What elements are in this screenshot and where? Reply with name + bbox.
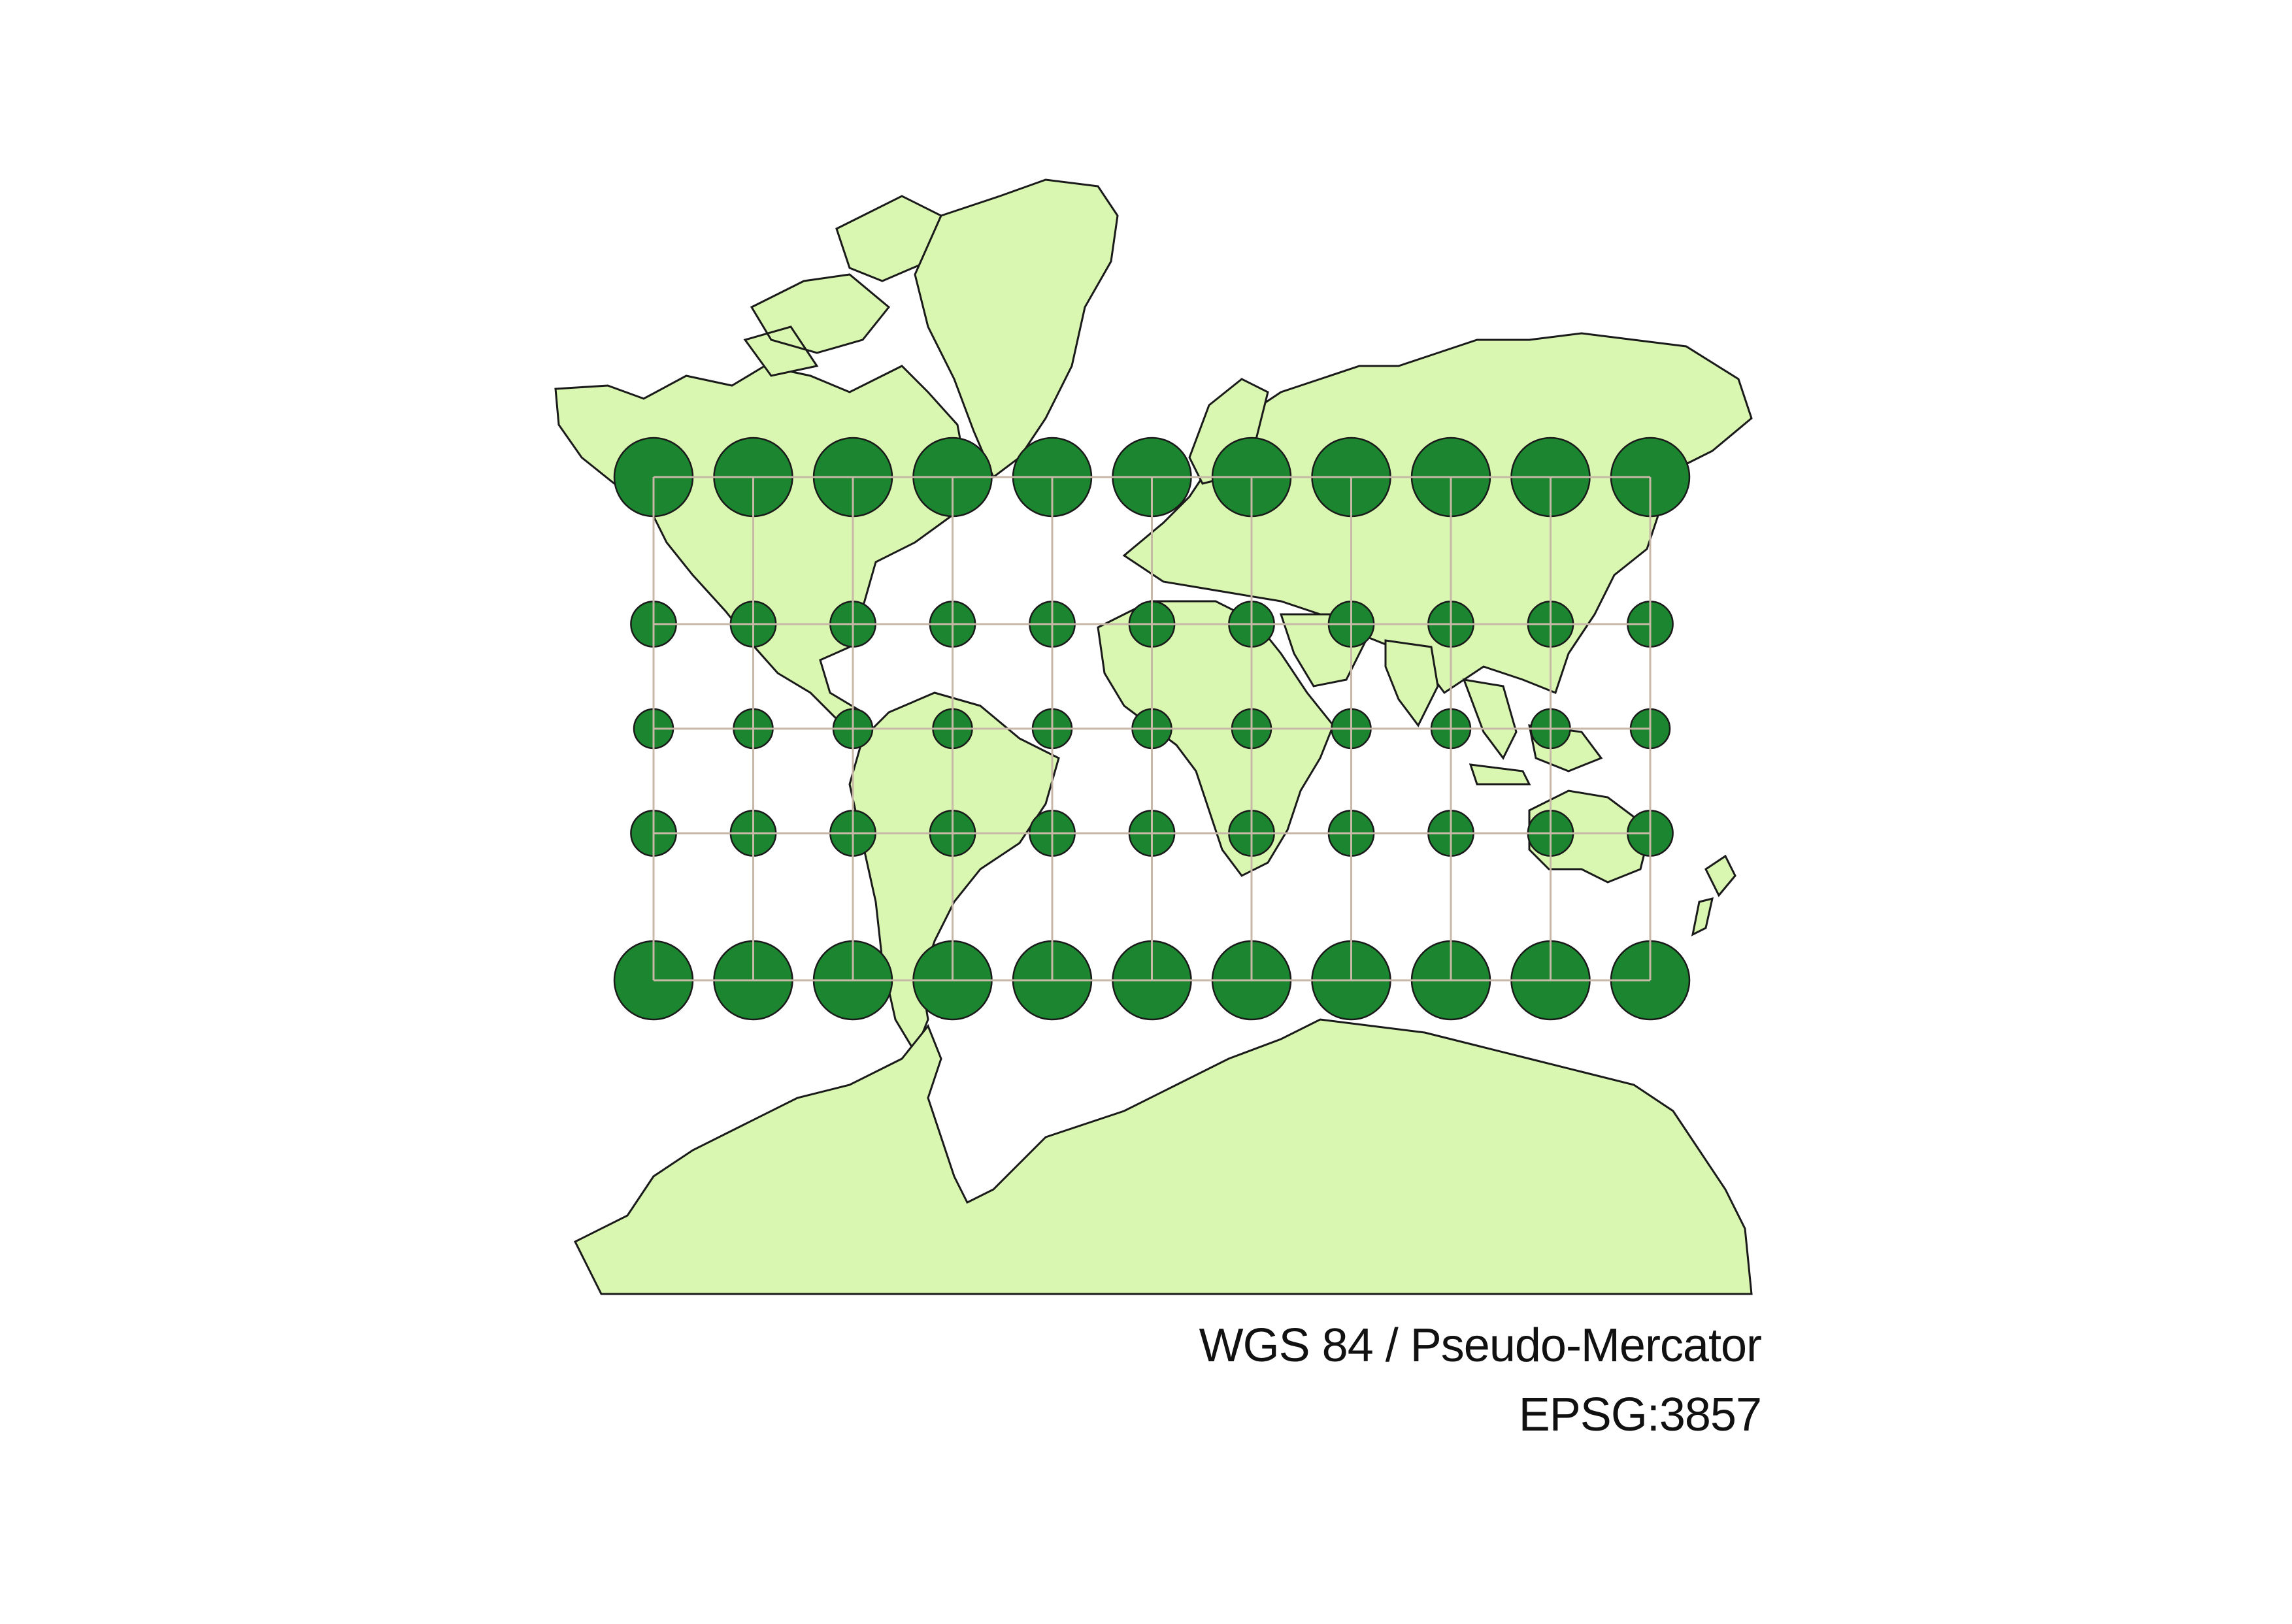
landmass-scandinavia [1188,378,1269,485]
projection-code-label: EPSG:3857 [1518,1389,1762,1441]
landmass-greenland [914,178,1119,479]
landmass-north-america [554,365,969,734]
landmass-antarctica [573,1018,1753,1295]
landmass-new-zealand [1691,854,1736,936]
graticule-layer [652,476,1652,982]
projection-name-label: WGS 84 / Pseudo-Mercator [1199,1319,1762,1372]
landmass-arctic-islands [743,195,942,377]
